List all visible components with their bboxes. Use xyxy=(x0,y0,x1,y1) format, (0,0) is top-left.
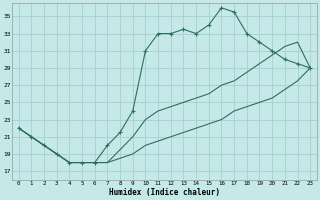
X-axis label: Humidex (Indice chaleur): Humidex (Indice chaleur) xyxy=(109,188,220,197)
